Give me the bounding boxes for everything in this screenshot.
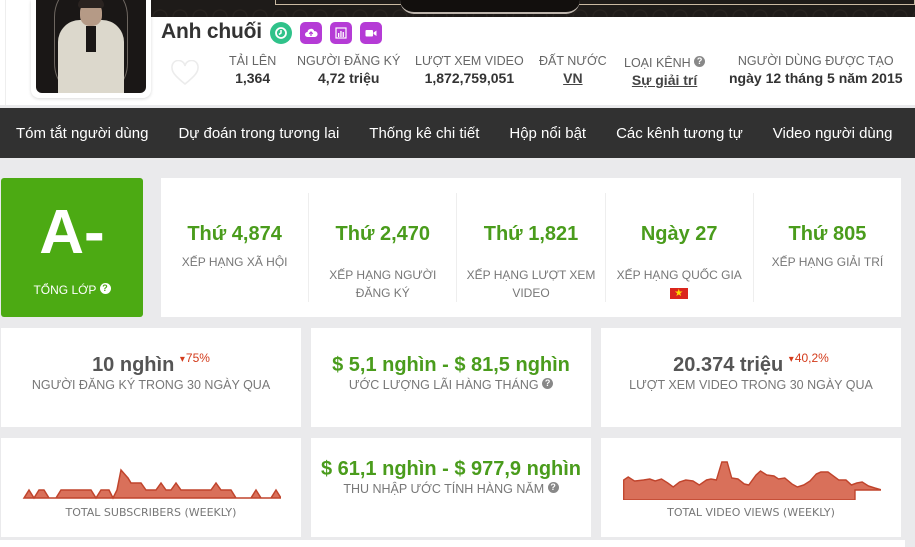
card-label: LƯỢT XEM VIDEO TRONG 30 NGÀY QUA [629, 378, 873, 392]
banner-arc [400, 0, 580, 14]
rank-entertainment: Thứ 805 XẾP HẠNG GIẢI TRÍ [754, 193, 901, 302]
card-value: $ 5,1 nghìn - $ 81,5 nghìn [332, 354, 570, 376]
card-value: 20.374 triệu 40,2% [601, 351, 901, 377]
cloud-upload-icon[interactable] [300, 22, 322, 44]
help-icon[interactable]: ? [547, 482, 559, 493]
vietnam-flag-icon [670, 285, 689, 303]
stat-label: ĐẤT NƯỚC [539, 54, 607, 68]
stat-value: 1,872,759,051 [424, 70, 515, 86]
left-edge [0, 0, 6, 105]
rank-label: XẾP HẠNG NGƯỜI ĐĂNG KÝ [329, 268, 437, 300]
avatar[interactable] [31, 0, 151, 98]
stat-label: NGƯỜI ĐĂNG KÝ [297, 54, 401, 68]
card-subs-weekly-chart: TOTAL SUBSCRIBERS (WEEKLY) [1, 438, 301, 537]
section-nav: Tóm tắt người dùng Dự đoán trong tương l… [0, 108, 915, 158]
stat-subscribers: NGƯỜI ĐĂNG KÝ 4,72 triệu [297, 54, 400, 86]
rank-value: Thứ 2,470 [335, 223, 431, 245]
rank-label: XẾP HẠNG QUỐC GIA [606, 266, 753, 303]
stat-label: NGƯỜI DÙNG ĐƯỢC TẠO [737, 54, 894, 68]
stat-value: 4,72 triệu [317, 70, 380, 86]
video-views-sparkline[interactable] [621, 450, 881, 500]
channel-header: Anh chuối TẢI LÊN 1,364 NGƯỜI ĐĂNG KÝ 4,… [0, 0, 915, 105]
delta-down: 75% [180, 351, 210, 365]
rank-value: Thứ 4,874 [187, 223, 282, 245]
channel-banner [150, 0, 915, 17]
channel-name: Anh chuối [161, 20, 262, 43]
rank-country: Ngày 27 XẾP HẠNG QUỐC GIA [606, 193, 754, 303]
clock-icon[interactable] [270, 22, 292, 44]
help-icon[interactable]: ? [99, 283, 111, 294]
card-views-30-days: 20.374 triệu 40,2% LƯỢT XEM VIDEO TRONG … [601, 328, 901, 427]
stat-channel-type: LOẠI KÊNH ? Sự giải trí [624, 52, 706, 88]
delta-down: 40,2% [789, 351, 829, 365]
channel-type-link[interactable]: Sự giải trí [631, 72, 698, 88]
total-grade: A- TỔNG LỚP ? [1, 178, 143, 317]
rank-label: XẾP HẠNG GIẢI TRÍ [771, 255, 884, 269]
card-label: NGƯỜI ĐĂNG KÝ TRONG 30 NGÀY QUA [31, 378, 271, 392]
rankings-panel: Thứ 4,874 XẾP HẠNG XÃ HỘI Thứ 2,470 XẾP … [161, 178, 901, 317]
stat-label: TẢI LÊN [229, 54, 277, 68]
rank-label: XẾP HẠNG XÃ HỘI [181, 255, 288, 269]
nav-similar-channels[interactable]: Các kênh tương tự [616, 124, 743, 142]
card-label: ƯỚC LƯỢNG LÃI HÀNG THÁNG ? [311, 378, 591, 392]
nav-detailed-stats[interactable]: Thống kê chi tiết [369, 124, 480, 142]
rank-value: Thứ 805 [788, 223, 867, 245]
stat-country: ĐẤT NƯỚC VN [539, 54, 607, 86]
stat-uploads: TẢI LÊN 1,364 [229, 54, 276, 86]
chart-label: TOTAL SUBSCRIBERS (WEEKLY) [65, 506, 237, 519]
card-value: 10 nghìn 75% [1, 351, 301, 377]
chart-label: TOTAL VIDEO VIEWS (WEEKLY) [667, 506, 835, 519]
nav-user-videos[interactable]: Video người dùng [772, 124, 893, 142]
card-monthly-earnings: $ 5,1 nghìn - $ 81,5 nghìn ƯỚC LƯỢNG LÃI… [311, 328, 591, 427]
grade-label: TỔNG LỚP ? [1, 283, 143, 297]
stat-video-views: LƯỢT XEM VIDEO 1,872,759,051 [415, 54, 524, 86]
stat-value: ngày 12 tháng 5 năm 2015 [729, 70, 903, 86]
rank-value: Thứ 1,821 [483, 223, 579, 245]
favorite-heart-icon[interactable] [170, 60, 200, 86]
card-value: $ 61,1 nghìn - $ 977,9 nghìn [320, 458, 582, 480]
card-yearly-earnings: $ 61,1 nghìn - $ 977,9 nghìn THU NHẬP ƯỚ… [311, 438, 591, 537]
stat-value: 1,364 [235, 70, 271, 86]
stat-label: LƯỢT XEM VIDEO [415, 54, 524, 68]
bar-chart-icon[interactable] [330, 22, 352, 44]
video-camera-icon[interactable] [360, 22, 382, 44]
nav-user-summary[interactable]: Tóm tắt người dùng [16, 124, 149, 142]
card-views-weekly-chart: TOTAL VIDEO VIEWS (WEEKLY) [601, 438, 901, 537]
channel-badges [270, 22, 382, 44]
card-subs-30-days: 10 nghìn 75% NGƯỜI ĐĂNG KÝ TRONG 30 NGÀY… [1, 328, 301, 427]
banner-frame [275, 0, 915, 5]
country-link[interactable]: VN [563, 70, 583, 86]
subscribers-sparkline[interactable] [21, 450, 281, 500]
rank-social: Thứ 4,874 XẾP HẠNG XÃ HỘI [161, 193, 310, 302]
help-icon[interactable]: ? [542, 378, 554, 389]
help-icon[interactable]: ? [694, 56, 706, 67]
rank-label: XẾP HẠNG LƯỢT XEM VIDEO [466, 268, 596, 300]
stat-label: LOẠI KÊNH ? [624, 52, 706, 70]
next-section-edge [0, 540, 905, 547]
card-label: THU NHẬP ƯỚC TÍNH HÀNG NĂM ? [311, 482, 591, 496]
rank-video-views: Thứ 1,821 XẾP HẠNG LƯỢT XEM VIDEO [457, 193, 606, 302]
grade-letter: A- [39, 198, 105, 267]
nav-future-projections[interactable]: Dự đoán trong tương lai [178, 124, 340, 142]
nav-featured-box[interactable]: Hộp nổi bật [509, 124, 587, 142]
rank-value: Ngày 27 [640, 223, 718, 245]
rank-subscribers: Thứ 2,470 XẾP HẠNG NGƯỜI ĐĂNG KÝ [309, 193, 458, 302]
stat-user-created: NGƯỜI DÙNG ĐƯỢC TẠO ngày 12 tháng 5 năm … [729, 54, 903, 86]
avatar-image [36, 0, 146, 93]
